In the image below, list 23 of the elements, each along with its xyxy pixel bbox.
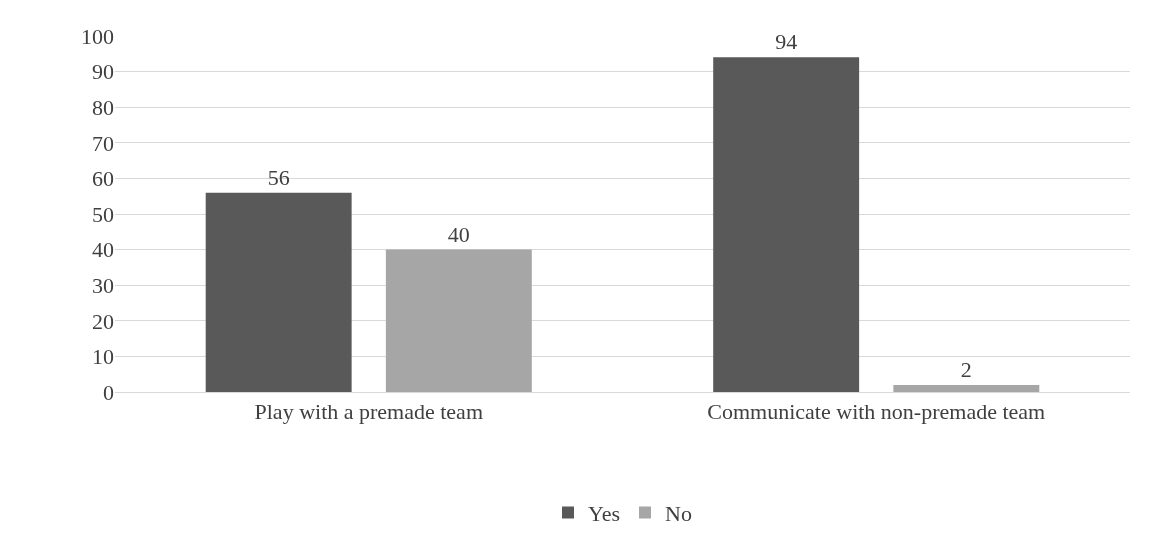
y-tick-label: 20 [92,308,114,334]
bar [385,249,532,392]
y-tick-label: 40 [92,237,114,263]
y-tick-label: 90 [92,59,114,85]
y-tick-label: 10 [92,344,114,370]
data-label: 56 [267,164,290,190]
legend-label: No [665,501,692,527]
data-label: 94 [775,29,798,55]
y-tick-label: 70 [92,130,114,156]
x-tick-label: Communicate with non-premade team [707,399,1046,425]
y-tick-label: 30 [92,272,114,298]
y-tick-label: 80 [92,94,114,120]
data-label: 40 [447,221,470,247]
legend-label: Yes [588,501,621,527]
y-tick-label: 50 [92,201,114,227]
data-label: 2 [960,356,972,382]
y-tick-label: 0 [103,379,114,405]
bar [205,192,352,392]
y-tick-label: 100 [81,23,114,49]
bar [713,57,860,392]
x-tick-label: Play with a premade team [254,399,483,425]
y-tick-label: 60 [92,166,114,192]
bar [893,384,1040,392]
